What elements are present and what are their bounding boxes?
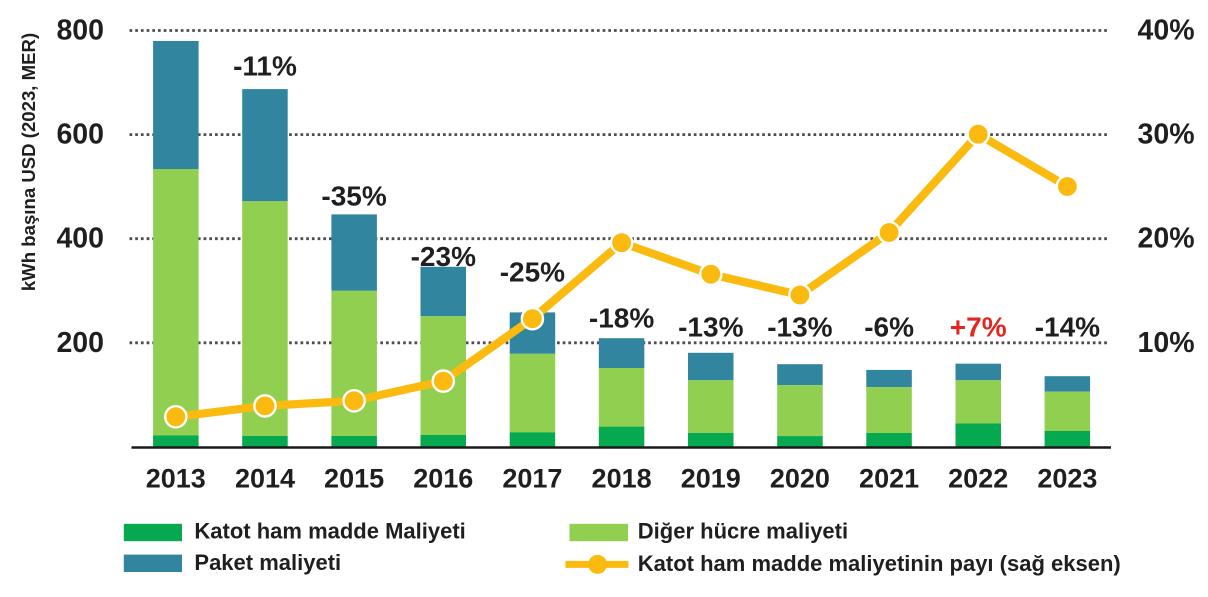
svg-text:-35%: -35% (321, 181, 386, 212)
svg-text:2013: 2013 (146, 464, 206, 494)
svg-text:2020: 2020 (770, 464, 830, 494)
svg-text:2017: 2017 (502, 464, 562, 494)
svg-text:-14%: -14% (1035, 312, 1100, 343)
svg-text:2023: 2023 (1037, 464, 1097, 494)
svg-text:Paket maliyeti: Paket maliyeti (194, 550, 341, 575)
svg-text:400: 400 (56, 223, 104, 255)
svg-text:2015: 2015 (324, 464, 384, 494)
svg-text:20%: 20% (1138, 223, 1195, 255)
svg-text:2022: 2022 (948, 464, 1008, 494)
svg-text:Katot ham madde maliyetinin pa: Katot ham madde maliyetinin payı (sağ ek… (638, 551, 1121, 576)
svg-text:800: 800 (56, 15, 104, 47)
svg-text:-25%: -25% (500, 257, 565, 288)
svg-text:2014: 2014 (235, 464, 295, 494)
svg-text:+7%: +7% (950, 312, 1007, 343)
svg-text:-13%: -13% (678, 312, 743, 343)
svg-text:200: 200 (56, 327, 104, 359)
svg-text:-6%: -6% (864, 312, 914, 343)
svg-text:2016: 2016 (413, 464, 473, 494)
svg-text:Diğer hücre maliyeti: Diğer hücre maliyeti (638, 519, 848, 544)
svg-text:2019: 2019 (681, 464, 741, 494)
svg-text:-11%: -11% (233, 51, 297, 82)
svg-text:-23%: -23% (411, 241, 476, 272)
svg-text:2021: 2021 (859, 464, 919, 494)
svg-text:Katot ham madde Maliyeti: Katot ham madde Maliyeti (194, 519, 465, 544)
svg-text:-18%: -18% (589, 303, 654, 334)
svg-text:40%: 40% (1138, 15, 1195, 47)
svg-text:kWh başına USD (2023, MER): kWh başına USD (2023, MER) (18, 33, 39, 291)
svg-text:2018: 2018 (592, 464, 652, 494)
svg-text:10%: 10% (1138, 327, 1195, 359)
svg-text:30%: 30% (1138, 119, 1195, 151)
svg-text:600: 600 (56, 119, 104, 151)
svg-text:-13%: -13% (767, 312, 832, 343)
